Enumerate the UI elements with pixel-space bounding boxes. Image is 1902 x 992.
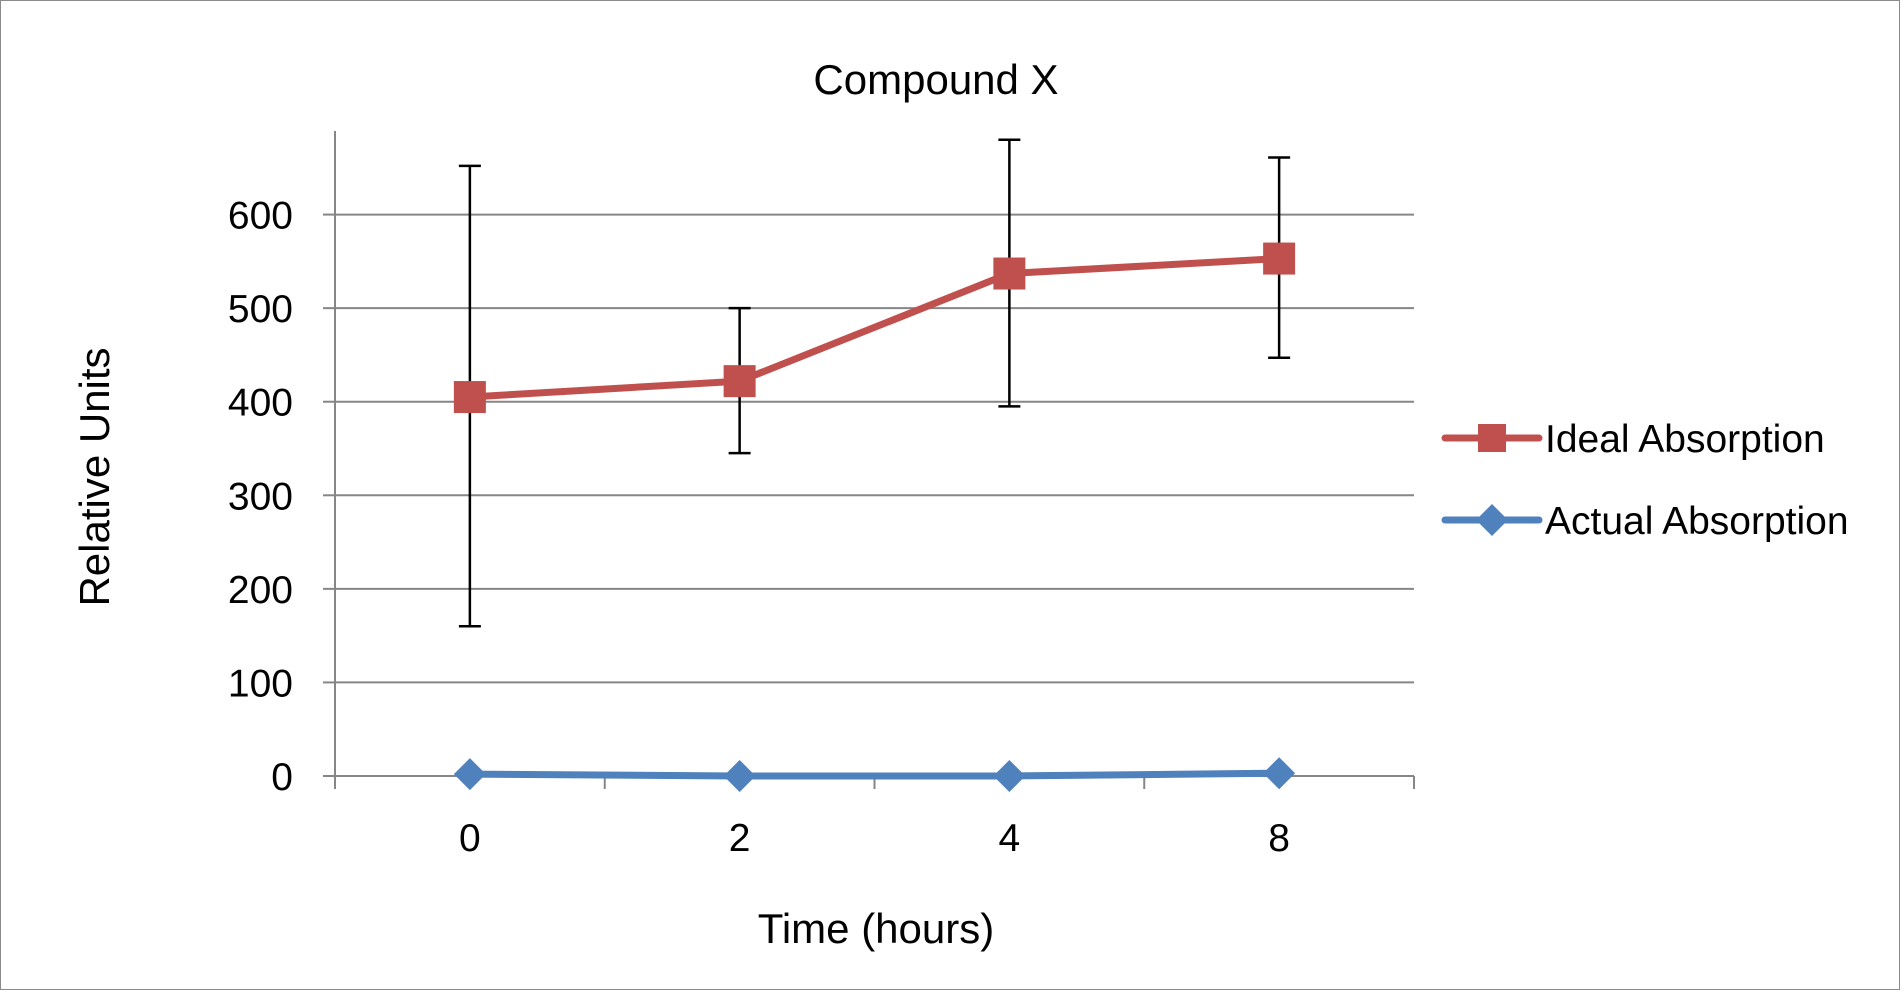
series-line-ideal-absorption [466,255,1283,401]
y-axis-title: Relative Units [71,347,118,606]
x-tick-label: 2 [729,817,751,860]
legend: Ideal Absorption Actual Absorption [1441,418,1849,543]
y-tick-label: 100 [228,662,293,705]
data-point-actual-absorption [453,758,486,791]
x-axis-title: Time (hours) [758,905,994,952]
data-point-ideal-absorption [1263,242,1296,275]
y-tick-label: 200 [228,569,293,612]
x-tick-labels: 0 2 4 8 [334,776,1415,860]
data-point-ideal-absorption [993,257,1026,290]
data-point-actual-absorption [723,760,756,792]
legend-marker-square-icon [1478,424,1506,452]
data-point-actual-absorption [993,760,1026,792]
y-tick-label: 400 [228,382,293,425]
data-point-ideal-absorption [453,381,486,414]
data-point-ideal-absorption [723,365,756,398]
gridlines [323,213,1414,777]
chart-title: Compound X [813,56,1058,103]
y-tick-labels: 0 100 200 300 400 500 600 [228,195,293,799]
x-tick-label: 4 [999,817,1021,860]
x-tick-label: 0 [459,817,481,860]
y-tick-label: 500 [228,288,293,331]
legend-entry-actual-absorption: Actual Absorption [1441,500,1849,543]
legend-label-ideal-absorption: Ideal Absorption [1545,418,1825,461]
x-tick-label: 8 [1268,817,1290,860]
y-tick-label: 0 [271,756,293,799]
series-line-actual-absorption [466,769,1283,780]
legend-label-actual-absorption: Actual Absorption [1545,500,1849,543]
legend-entry-ideal-absorption: Ideal Absorption [1441,418,1825,461]
series-plot-area [453,138,1296,792]
legend-marker-diamond-icon [1476,504,1508,536]
axes [334,131,1414,777]
y-tick-label: 600 [228,195,293,238]
y-tick-label: 300 [228,475,293,518]
data-point-actual-absorption [1263,757,1296,790]
